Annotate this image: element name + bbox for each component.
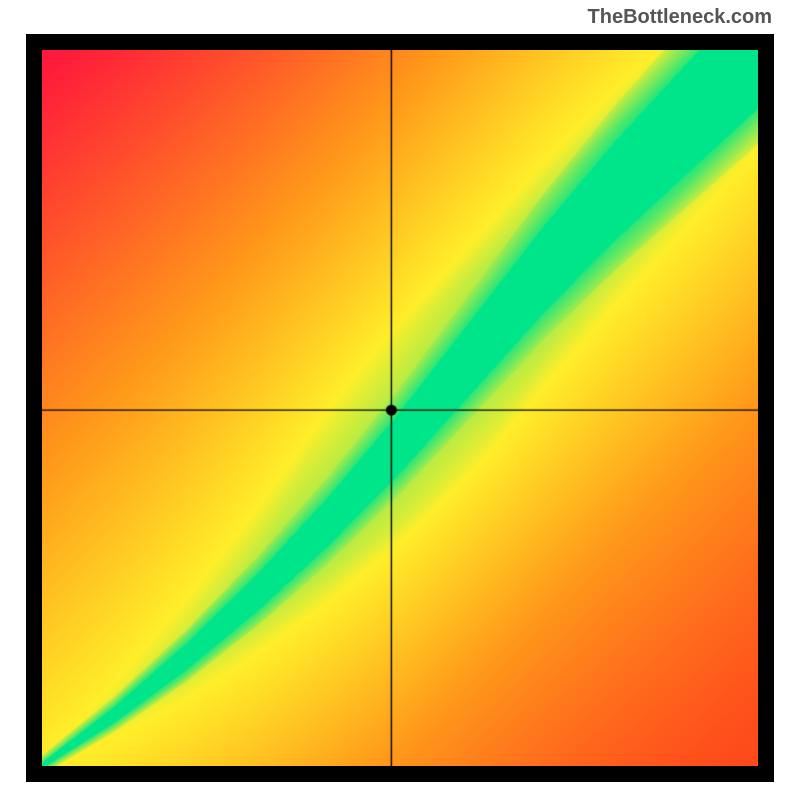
bottleneck-heatmap-canvas bbox=[42, 50, 758, 766]
chart-frame bbox=[26, 34, 774, 782]
watermark-text: TheBottleneck.com bbox=[588, 6, 772, 29]
